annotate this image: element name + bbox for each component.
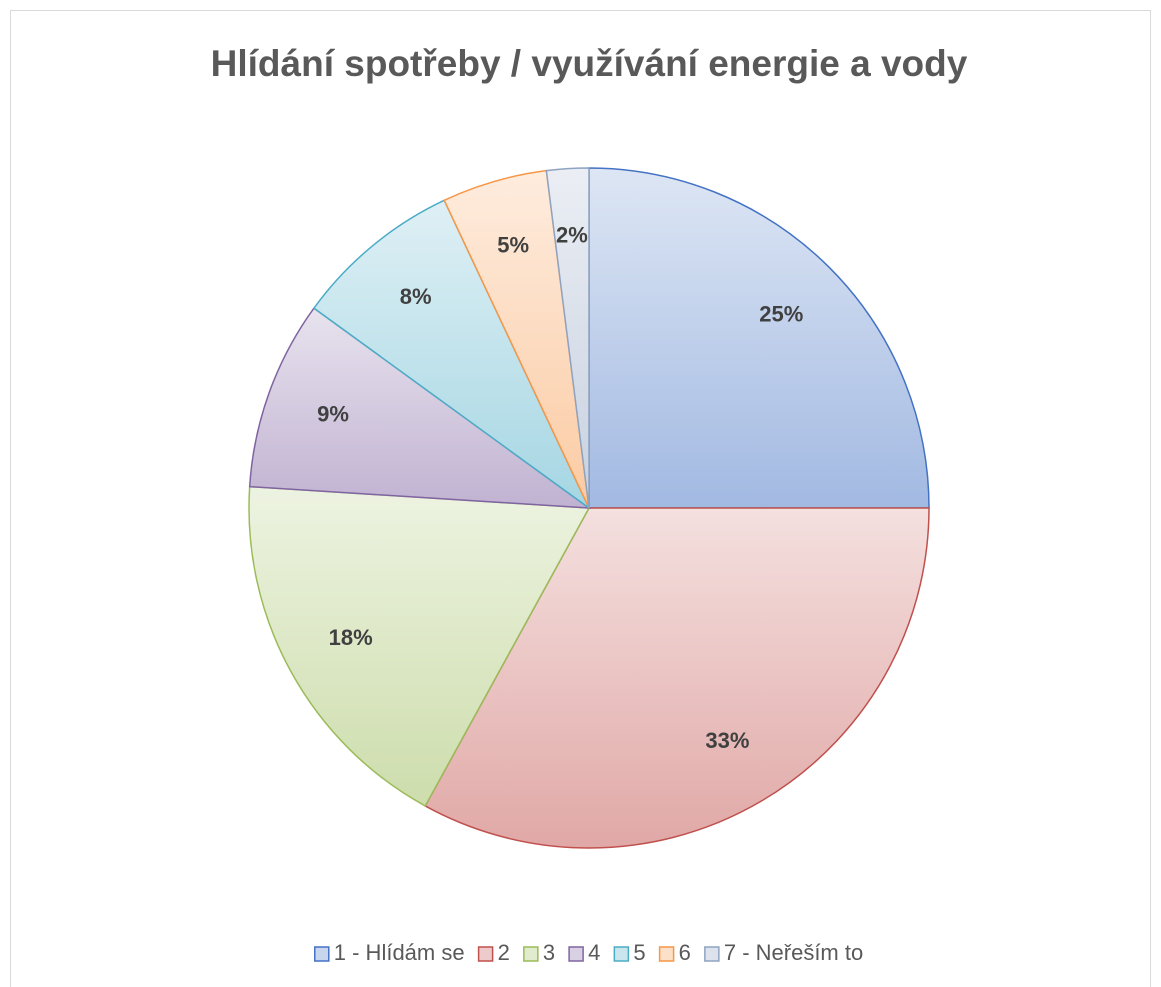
legend-label: 3 (543, 940, 555, 965)
legend-label: 7 - Neřeším to (724, 940, 863, 965)
legend-swatch (658, 946, 675, 962)
legend: 1 - Hlídám se 2 3 4 5 6 7 - Neřeším to (314, 940, 863, 965)
pie-slice (248, 485, 591, 807)
legend-label: 4 (588, 940, 600, 965)
data-label: 9% (317, 402, 349, 427)
data-label: 18% (329, 625, 373, 650)
chart-title: Hlídání spotřeby / využívání energie a v… (211, 43, 968, 84)
legend-swatch (523, 946, 539, 962)
legend-swatch (613, 946, 630, 962)
data-label: 2% (556, 222, 588, 247)
pie-slice (248, 307, 592, 509)
legend-label: 5 (633, 940, 645, 965)
pie-slice (312, 199, 590, 509)
data-label: 8% (400, 284, 432, 309)
data-label: 25% (759, 301, 803, 326)
legend-swatch (568, 946, 584, 962)
legend-label: 2 (498, 940, 510, 965)
legend-label: 6 (679, 940, 691, 965)
legend-swatch (477, 946, 494, 962)
pie-slice (588, 167, 930, 509)
legend-swatch (314, 946, 330, 962)
pie-slice (424, 507, 930, 849)
data-label: 33% (705, 728, 749, 753)
pie-slice (545, 167, 590, 509)
legend-swatch (704, 946, 720, 962)
legend-label: 1 - Hlídám se (334, 940, 465, 965)
data-label: 5% (497, 233, 529, 258)
